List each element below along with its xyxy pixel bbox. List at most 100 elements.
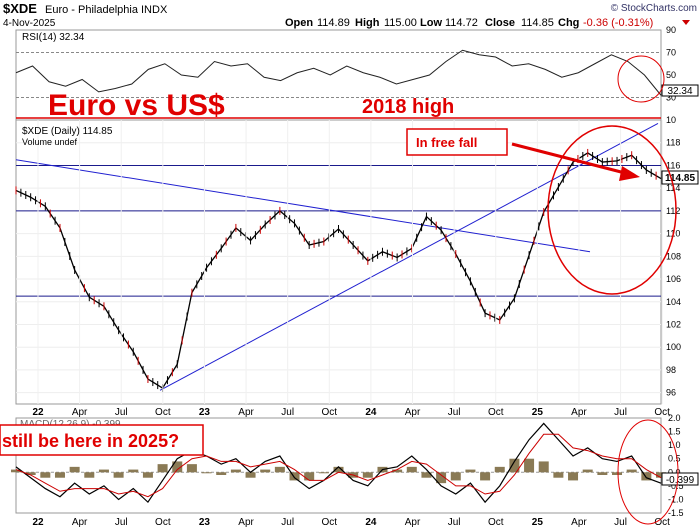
price-x-tick-label: Oct — [322, 407, 338, 418]
macd-histogram-bar — [553, 472, 564, 478]
macd-tick-label: 1.5 — [668, 427, 681, 437]
low-label: Low — [420, 17, 442, 29]
macd-x-tick-label: Oct — [155, 517, 171, 528]
price-tick-label: 118 — [666, 138, 680, 148]
macd-histogram-bar — [480, 472, 491, 481]
rsi-last-tag — [661, 84, 699, 97]
price-last-tag — [661, 170, 699, 185]
rsi-line — [15, 49, 662, 96]
macd-histogram-bar — [494, 466, 505, 473]
macd-histogram-bar — [406, 466, 417, 473]
macd-histogram-bar — [128, 469, 139, 473]
highlight-ellipse-price — [547, 125, 677, 295]
price-x-tick-label: 24 — [365, 407, 377, 418]
macd-histogram-bar — [304, 472, 315, 481]
open-value: 114.89 — [317, 17, 350, 29]
macd-histogram-bar — [260, 469, 271, 473]
price-x-tick-label: Apr — [238, 407, 254, 418]
price-layer — [15, 120, 663, 404]
volume-label: Volume undef — [22, 137, 78, 147]
symbol-label: $XDE — [3, 1, 37, 16]
price-x-tick-label: Oct — [488, 407, 504, 418]
price-x-tick-label: Jul — [448, 407, 461, 418]
trendline-falling — [15, 159, 591, 253]
macd-histogram-bar — [465, 469, 476, 473]
macd-x-tick-label: Apr — [405, 517, 421, 528]
rsi-layer — [15, 49, 662, 98]
macd-histogram-bar — [509, 458, 520, 473]
rsi-title: RSI(14) 32.34 — [22, 32, 85, 43]
price-panel — [15, 119, 662, 405]
macd-x-tick-label: Apr — [72, 517, 88, 528]
macd-tick-label: 0.0 — [668, 467, 681, 477]
macd-histogram-bar — [421, 472, 432, 478]
macd-tick-label: -1.0 — [668, 494, 684, 504]
free-fall-box — [406, 128, 508, 156]
description-label: Euro - Philadelphia INDX — [45, 4, 168, 16]
highlight-circle-rsi — [617, 55, 665, 103]
macd-histogram-bar — [157, 464, 168, 473]
macd-histogram-bar — [538, 461, 549, 473]
high-label: High — [355, 17, 380, 29]
macd-histogram-bar — [142, 472, 153, 478]
macd-histogram-bar — [318, 472, 329, 474]
price-tick-label: 104 — [666, 297, 681, 307]
macd-histogram-bar — [54, 472, 65, 478]
macd-histogram-bar — [186, 464, 197, 473]
macd-histogram-bar — [113, 472, 124, 478]
macd-histogram-bar — [289, 472, 300, 481]
macd-histogram-bar — [333, 466, 344, 473]
macd-x-tick-label: Oct — [322, 517, 338, 528]
macd-histogram-bar — [172, 461, 183, 473]
macd-x-tick-label: Apr — [571, 517, 587, 528]
macd-histogram-bar — [641, 472, 652, 481]
macd-histogram-bar — [362, 472, 373, 478]
high-2018-annotation: 2018 high — [362, 96, 454, 118]
price-x-tick-label: Oct — [155, 407, 171, 418]
price-title: $XDE (Daily) 114.85 — [22, 126, 113, 137]
price-tick-label: 116 — [666, 160, 680, 170]
axis-layer: 1030507090969810010210410610811011211411… — [32, 25, 683, 528]
price-tick-label: 102 — [666, 319, 681, 329]
price-tick-label: 108 — [666, 251, 681, 261]
macd-last-value: -0.399 — [666, 475, 695, 486]
price-x-tick-label: 22 — [32, 407, 44, 418]
rsi-tick-label: 70 — [666, 48, 676, 58]
macd-x-tick-label: Oct — [488, 517, 504, 528]
macd-x-tick-label: 25 — [532, 517, 544, 528]
high-value: 115.00 — [384, 17, 417, 29]
rsi-tick-label: 30 — [666, 93, 676, 103]
price-tick-label: 112 — [666, 206, 680, 216]
macd-x-tick-label: 24 — [365, 517, 377, 528]
macd-histogram-bar — [84, 472, 95, 478]
rsi-panel — [15, 29, 662, 121]
price-x-tick-label: Apr — [72, 407, 88, 418]
macd-histogram-bar — [656, 472, 666, 478]
macd-tick-label: 0.5 — [668, 454, 681, 464]
macd-histogram-bar — [392, 469, 403, 473]
rsi-tick-label: 90 — [666, 25, 676, 35]
arrow-head-icon — [619, 166, 640, 181]
question-annotation: still be here in 2025? — [2, 431, 179, 451]
price-x-tick-label: Jul — [115, 407, 128, 418]
price-x-tick-label: 23 — [199, 407, 211, 418]
macd-histogram-bar — [436, 472, 447, 484]
source-label: © StockCharts.com — [611, 3, 697, 14]
macd-x-tick-label: Apr — [238, 517, 254, 528]
price-x-tick-label: Apr — [571, 407, 587, 418]
price-tick-label: 106 — [666, 274, 681, 284]
free-fall-arrow — [511, 142, 626, 175]
macd-signal-line — [15, 433, 662, 498]
macd-histogram-bar — [582, 469, 593, 473]
macd-histogram-bar — [524, 458, 535, 473]
macd-tick-label: -1.5 — [668, 508, 684, 518]
macd-tick-label: -0.5 — [668, 481, 684, 491]
low-value: 114.72 — [445, 17, 478, 29]
macd-histogram-bar — [626, 469, 637, 473]
macd-histogram-bar — [568, 472, 579, 481]
macd-histogram-bar — [274, 466, 285, 473]
down-arrow-icon — [682, 20, 690, 25]
macd-histogram-bar — [216, 472, 227, 475]
macd-histogram-bar — [230, 469, 241, 473]
